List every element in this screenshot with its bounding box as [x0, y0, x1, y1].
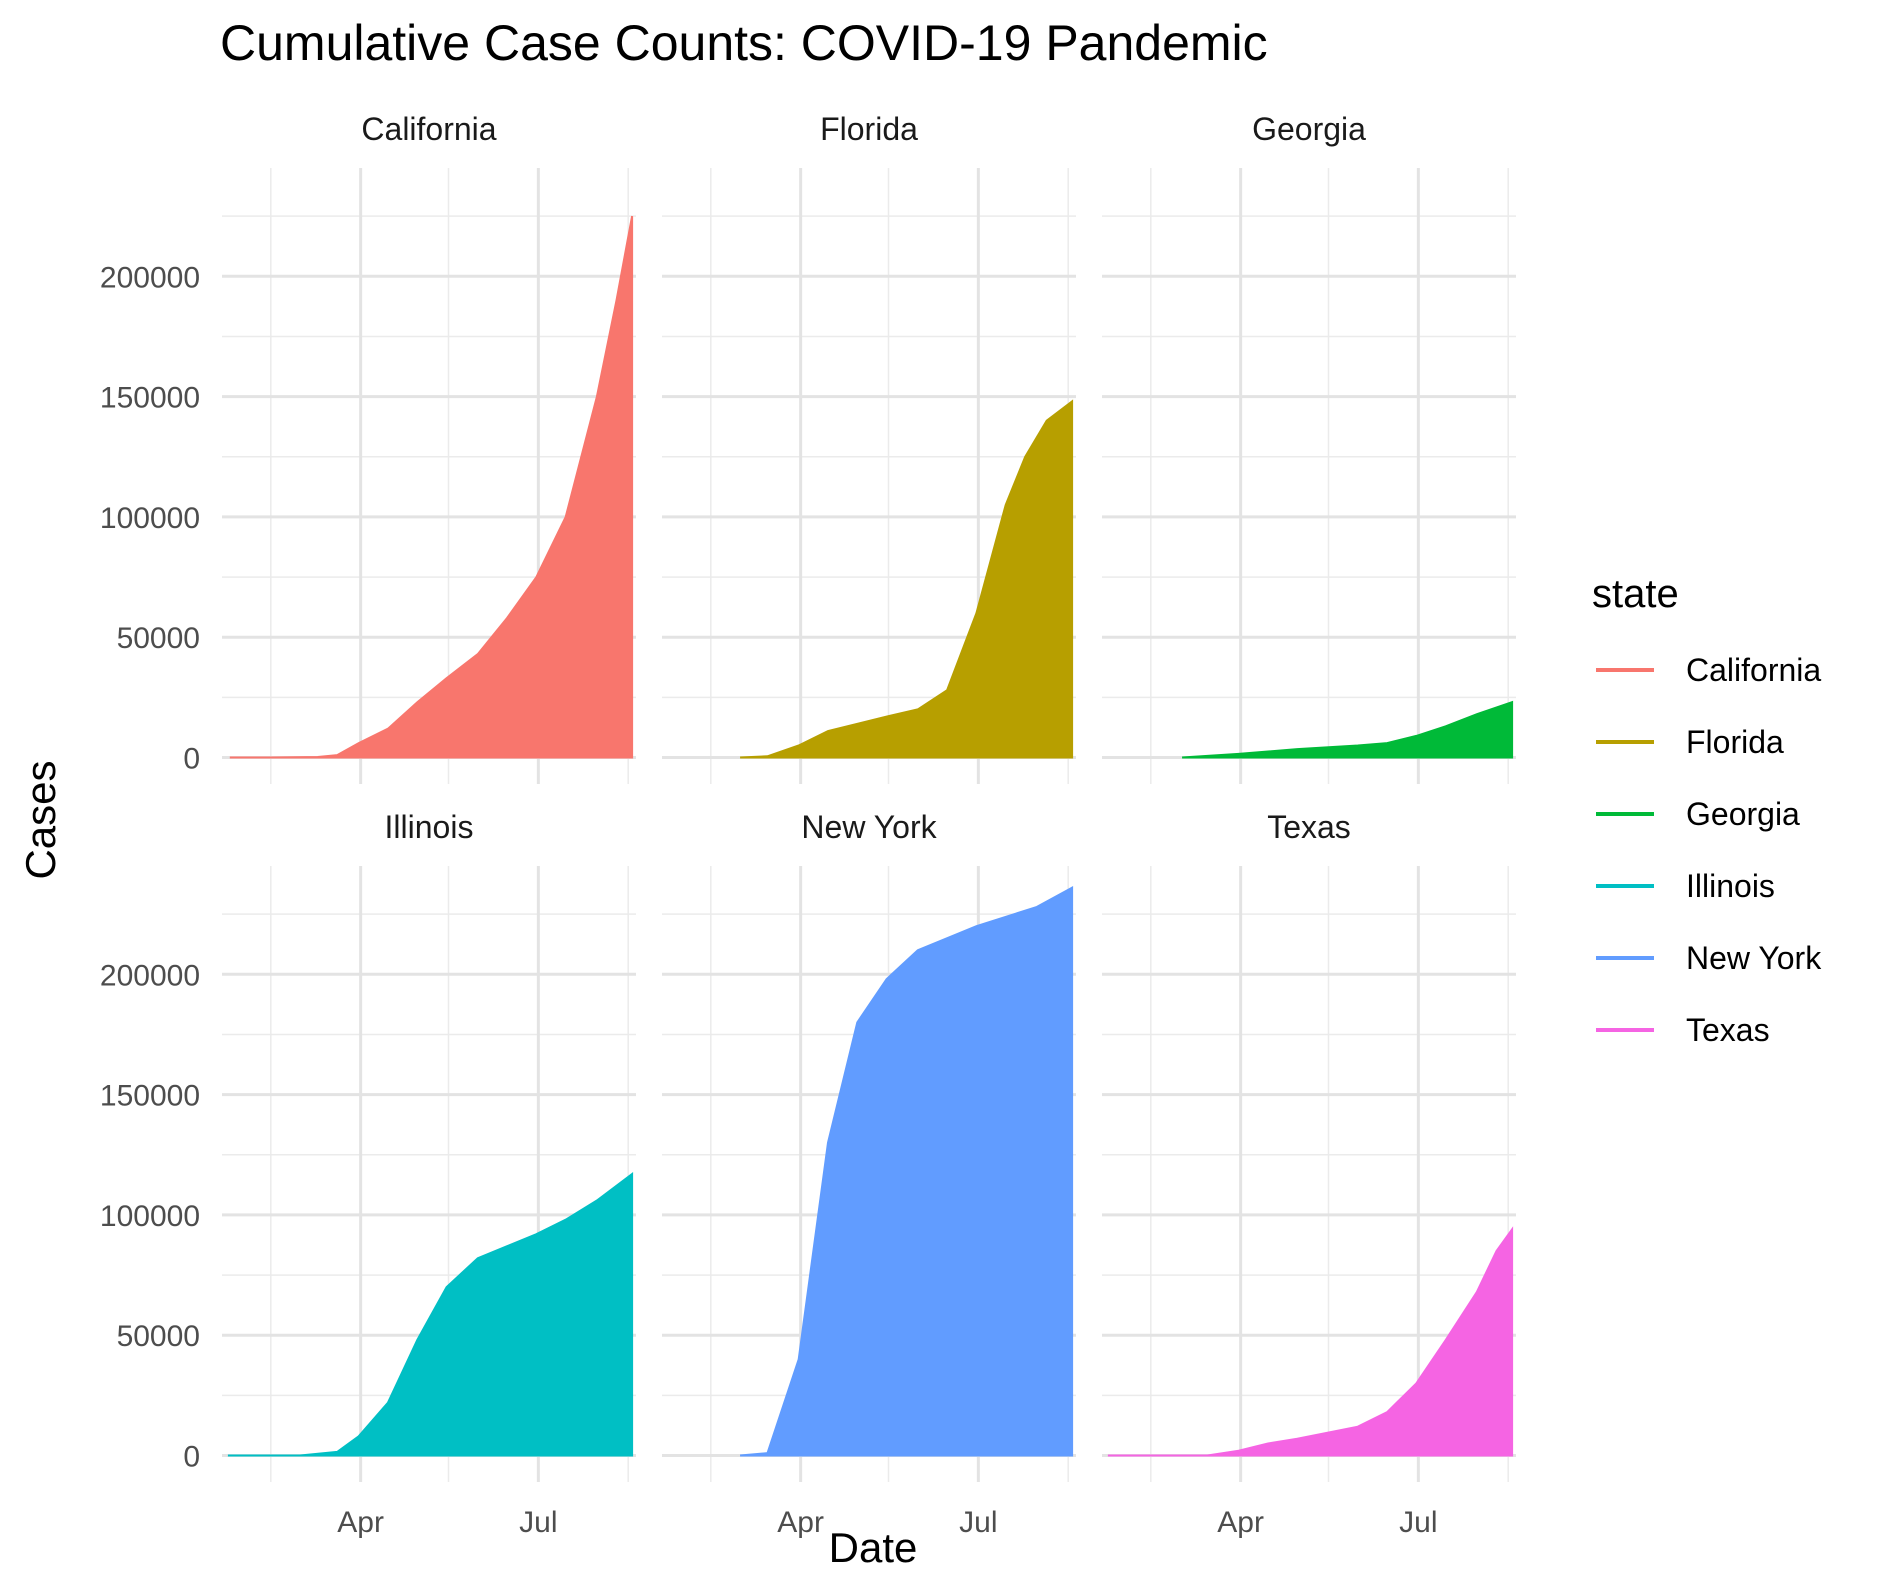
- area-series-texas: [1107, 1226, 1514, 1457]
- x-tick-label: Apr: [337, 1506, 384, 1539]
- legend-item-new-york: New York: [1596, 940, 1822, 976]
- y-axis-label: Cases: [17, 760, 64, 879]
- y-tick-label: 150000: [100, 382, 200, 415]
- y-tick-label: 150000: [100, 1080, 200, 1113]
- facet-panel-texas: Texas Apr Jul: [1102, 809, 1516, 1539]
- facet-strip-label: Texas: [1267, 809, 1351, 845]
- x-tick-label: Apr: [777, 1506, 824, 1539]
- facet-strip-label: Georgia: [1252, 111, 1366, 147]
- area-series-illinois: [227, 1171, 634, 1457]
- facet-panel-california: California 0 50000 100000 150000 200000: [100, 111, 636, 784]
- y-tick-label: 100000: [100, 1200, 200, 1233]
- legend-label: Georgia: [1686, 796, 1800, 832]
- legend: California Florida Georgia Illinois New York…: [1596, 652, 1822, 1048]
- legend-label: California: [1686, 652, 1821, 688]
- legend-label: Texas: [1686, 1012, 1770, 1048]
- x-axis-label: Date: [829, 1524, 918, 1571]
- y-tick-label: 0: [183, 743, 200, 776]
- area-series-florida: [740, 399, 1074, 759]
- legend-item-florida: Florida: [1596, 724, 1784, 760]
- y-tick-label: 50000: [117, 622, 200, 655]
- y-tick-label: 200000: [100, 959, 200, 992]
- area-series-california: [229, 215, 634, 759]
- y-tick-label: 100000: [100, 502, 200, 535]
- legend-item-texas: Texas: [1596, 1012, 1770, 1048]
- legend-label: Florida: [1686, 724, 1784, 760]
- area-series-new-york: [740, 886, 1074, 1457]
- facet-strip-label: Illinois: [385, 809, 474, 845]
- facet-strip-label: Florida: [820, 111, 918, 147]
- facet-strip-label: California: [361, 111, 496, 147]
- legend-title: state: [1592, 572, 1679, 616]
- x-tick-label: Jul: [519, 1506, 557, 1539]
- facet-panel-new-york: New York Apr Jul: [662, 809, 1076, 1539]
- chart-title: Cumulative Case Counts: COVID-19 Pandemi…: [220, 15, 1268, 71]
- facet-panel-florida: Florida: [662, 111, 1076, 784]
- facet-panel-georgia: Georgia: [1102, 111, 1516, 784]
- legend-label: New York: [1686, 940, 1822, 976]
- facet-panels: California 0 50000 100000 150000 200000 Florid…: [100, 111, 1516, 1539]
- y-tick-label: 200000: [100, 261, 200, 294]
- legend-item-illinois: Illinois: [1596, 868, 1775, 904]
- x-tick-label: Jul: [959, 1506, 997, 1539]
- legend-item-california: California: [1596, 652, 1821, 688]
- y-tick-label: 50000: [117, 1320, 200, 1353]
- facet-strip-label: New York: [801, 809, 937, 845]
- area-series-georgia: [1182, 700, 1514, 759]
- legend-label: Illinois: [1686, 868, 1775, 904]
- y-tick-label: 0: [183, 1441, 200, 1474]
- x-tick-label: Apr: [1217, 1506, 1264, 1539]
- facet-panel-illinois: Illinois 0 50000 100000 150000 200000 Apr Jul: [100, 809, 636, 1539]
- legend-item-georgia: Georgia: [1596, 796, 1800, 832]
- x-tick-label: Jul: [1399, 1506, 1437, 1539]
